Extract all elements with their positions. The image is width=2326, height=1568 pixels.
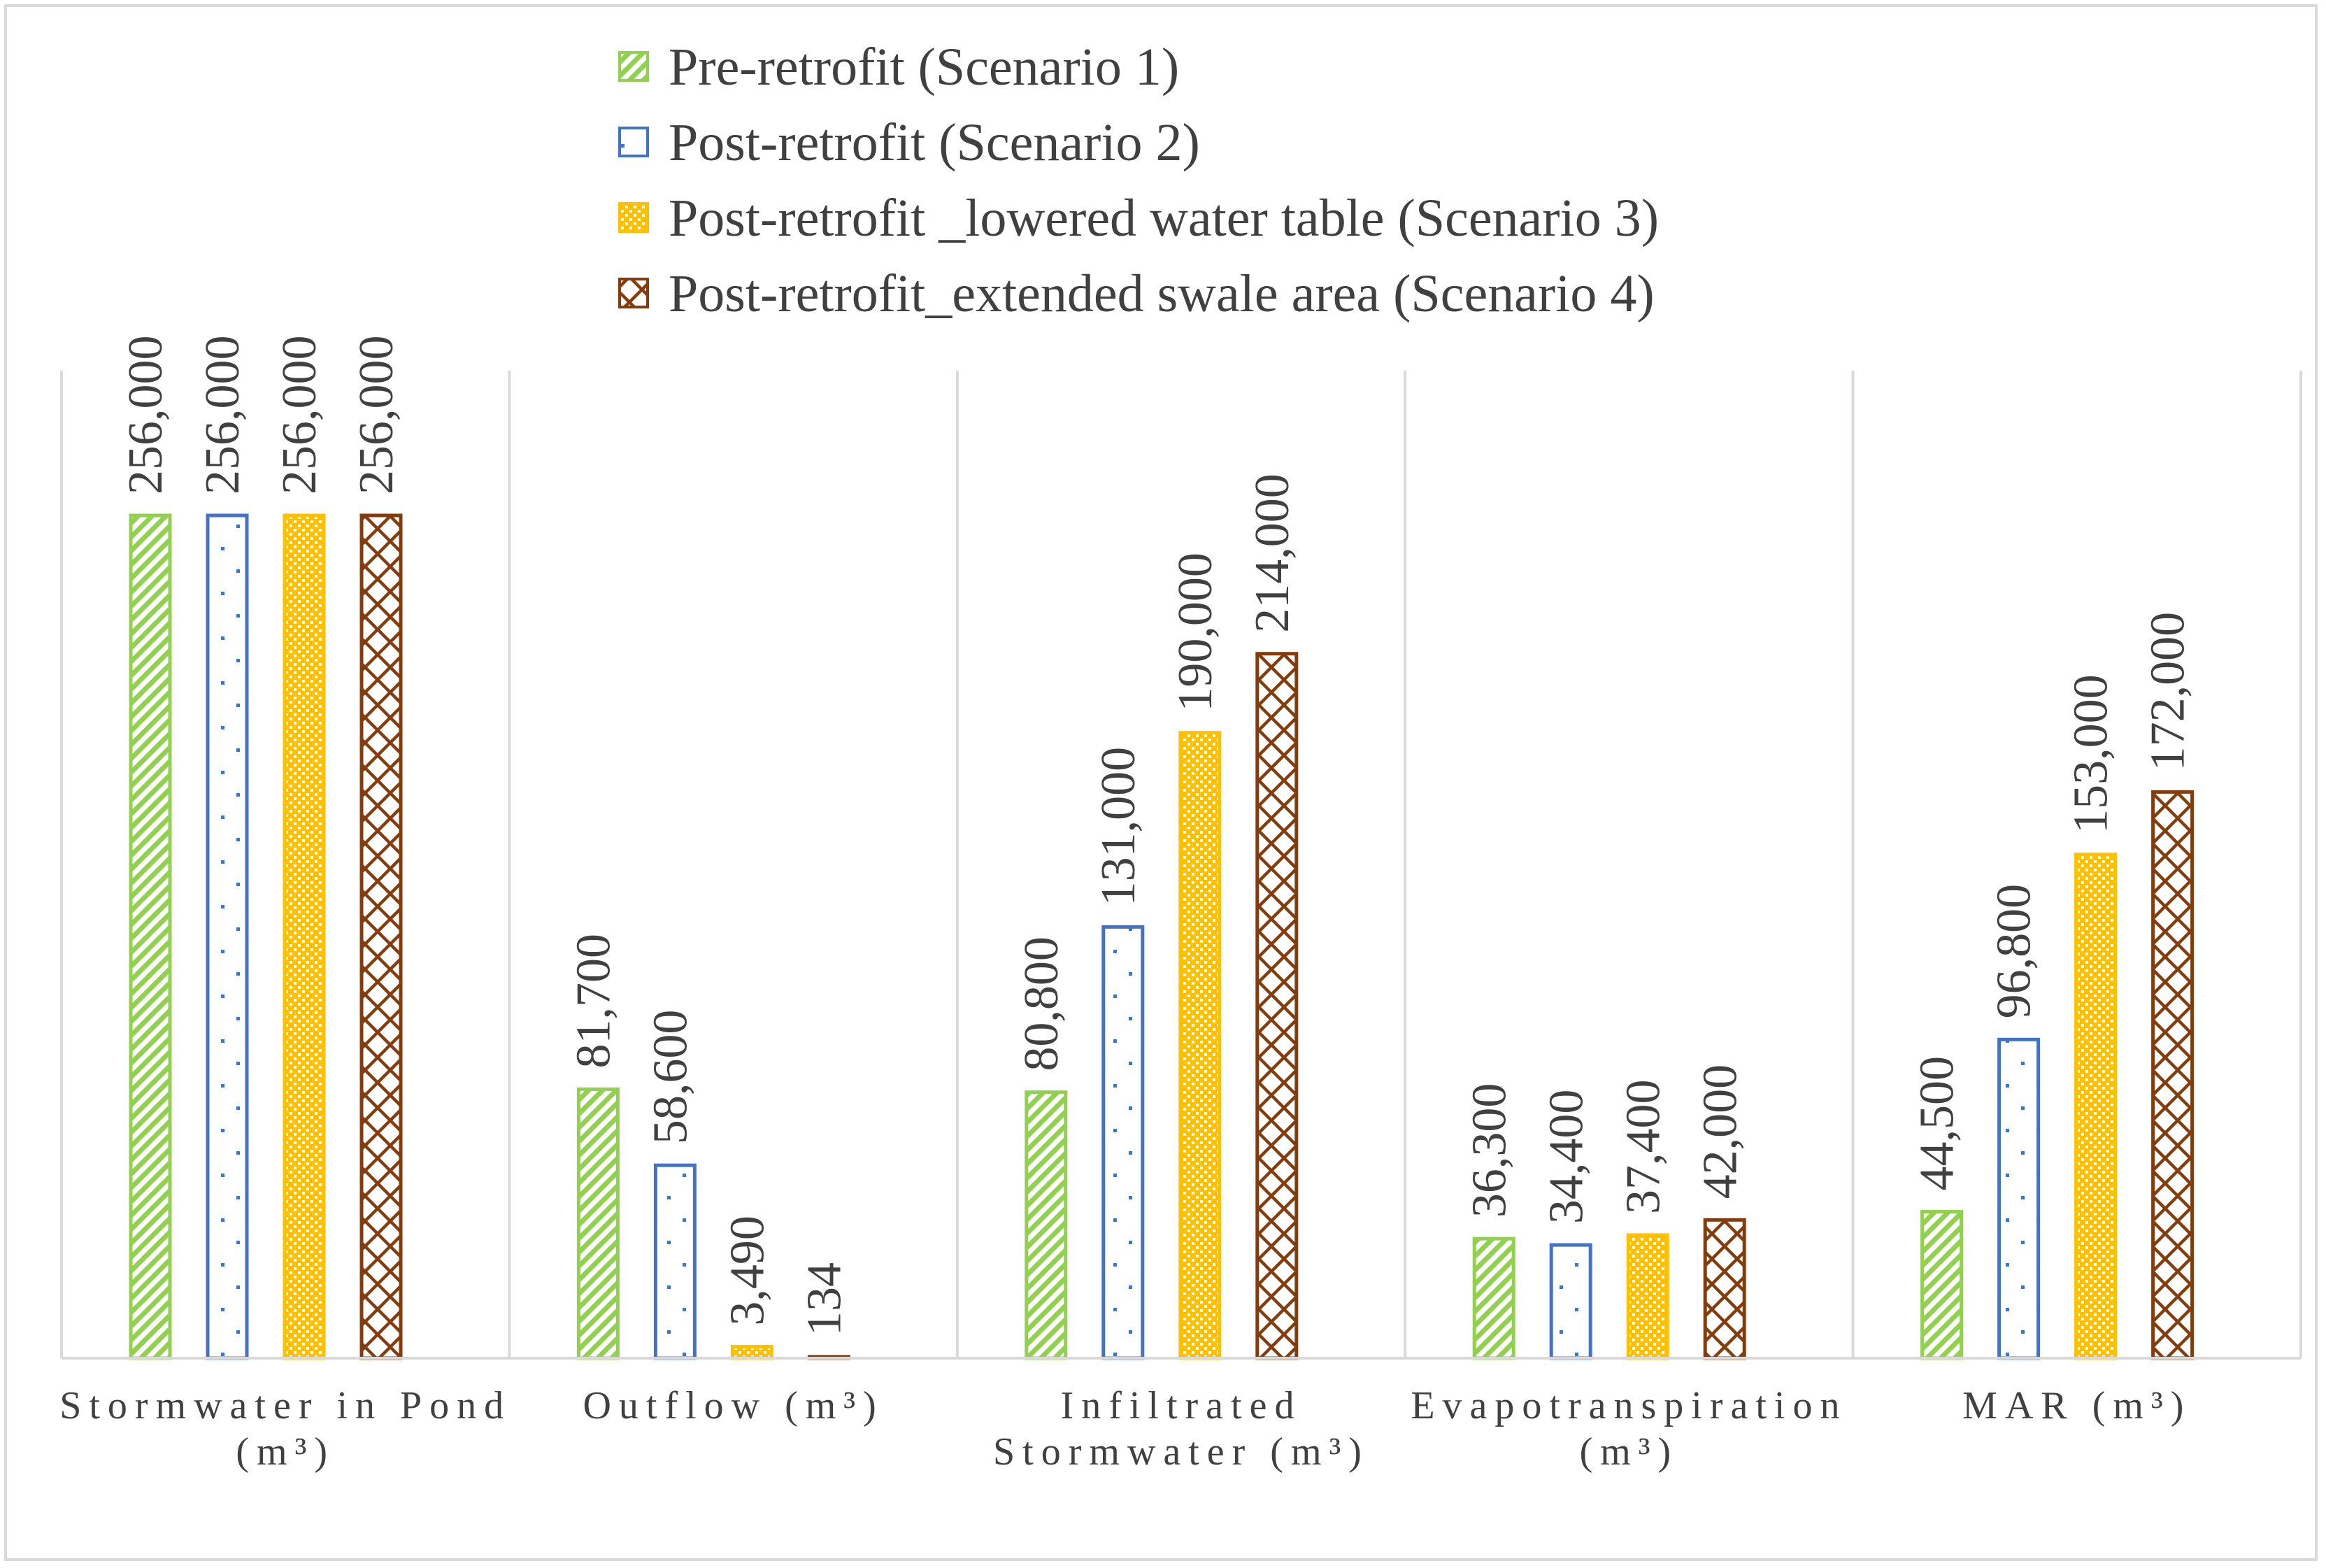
data-label: 3,490 [720,1216,774,1326]
category-separators [60,371,2302,1358]
bar-pre-retrofit-scenario-1-outflow-m [576,1087,620,1360]
bar-post-retrofit-scenario-2-stormwater-in-pond-m [206,513,249,1360]
bars [129,513,2195,1360]
bar-pre-retrofit-scenario-1-infiltrated-stormwater-m [1025,1090,1068,1360]
legend-label: Post-retrofit_extended swale area (Scena… [669,264,1655,323]
x-tick-label: (m³) [1580,1430,1679,1474]
data-label: 34,400 [1539,1090,1593,1225]
bar-post-retrofit-extended-swale-area-scenario-4-stormwater-in-pond-m [359,513,403,1360]
x-tick-label: MAR (m³) [1962,1384,2191,1427]
x-tick-label: Evapotranspiration [1411,1384,1847,1427]
data-label: 80,800 [1015,936,1069,1071]
data-label: 172,000 [2141,612,2195,771]
x-tick-label: Outflow (m³) [583,1384,883,1427]
legend-swatch-post-retrofit-extended-swale-area-scenario-4 [618,278,649,308]
bar-post-retrofit-lowered-water-table-scenario-3-infiltrated-stormwater-m [1178,731,1222,1360]
bar-post-retrofit-lowered-water-table-scenario-3-outflow-m [730,1345,773,1360]
data-label: 58,600 [643,1010,697,1145]
bar-post-retrofit-extended-swale-area-scenario-4-infiltrated-stormwater-m [1255,652,1299,1360]
legend-swatch-pre-retrofit-scenario-1 [618,51,649,82]
bar-pre-retrofit-scenario-1-evapotranspiration-m [1472,1236,1515,1360]
x-tick-label: (m³) [236,1430,335,1474]
x-tick-label: Stormwater (m³) [993,1430,1369,1474]
data-label: 44,500 [1911,1056,1964,1191]
bar-pre-retrofit-scenario-1-stormwater-in-pond-m [129,513,172,1360]
data-label: 256,000 [196,336,250,495]
data-label: 256,000 [350,336,404,495]
legend-label: Pre-retrofit (Scenario 1) [669,38,1179,97]
data-label: 81,700 [566,934,620,1069]
bar-post-retrofit-extended-swale-area-scenario-4-evapotranspiration-m [1703,1218,1746,1360]
bar-post-retrofit-scenario-2-mar-m [1997,1037,2041,1360]
legend-label: Post-retrofit _lowered water table (Scen… [669,189,1659,248]
bar-post-retrofit-scenario-2-infiltrated-stormwater-m [1101,925,1145,1360]
data-label: 96,800 [1988,884,2041,1019]
data-label: 37,400 [1616,1079,1670,1214]
data-label: 153,000 [2064,674,2118,834]
x-tick-label: Infiltrated [1061,1384,1302,1427]
data-label: 190,000 [1169,553,1222,712]
data-label: 256,000 [273,336,327,495]
legend-swatch-post-retrofit-scenario-2 [618,127,649,157]
legend: Pre-retrofit (Scenario 1) Post-retrofit (… [618,38,1659,323]
legend-swatch-post-retrofit-lowered-water-table-scenario-3 [618,202,649,233]
data-label: 256,000 [119,336,173,495]
bar-post-retrofit-lowered-water-table-scenario-3-stormwater-in-pond-m [283,513,326,1360]
bar-post-retrofit-extended-swale-area-scenario-4-mar-m [2151,790,2195,1360]
bar-post-retrofit-lowered-water-table-scenario-3-evapotranspiration-m [1626,1233,1669,1360]
bar-post-retrofit-scenario-2-evapotranspiration-m [1549,1243,1592,1360]
data-labels: 256,000 81,700 80,800 36,300 44,500 256,000 58… [119,336,2195,1337]
x-axis: Stormwater in Pond(m³)Outflow (m³) Infilt… [59,1357,2301,1474]
x-tick-label: Stormwater in Pond [59,1384,511,1427]
bar-pre-retrofit-scenario-1-mar-m [1920,1210,1964,1360]
data-label: 131,000 [1092,747,1146,906]
bar-post-retrofit-lowered-water-table-scenario-3-mar-m [2074,853,2118,1360]
data-label: 134 [797,1262,851,1336]
data-label: 36,300 [1462,1083,1516,1218]
data-label: 214,000 [1246,473,1299,633]
bar-post-retrofit-scenario-2-outflow-m [653,1163,697,1360]
data-label: 42,000 [1693,1064,1747,1199]
legend-label: Post-retrofit (Scenario 2) [669,113,1200,172]
